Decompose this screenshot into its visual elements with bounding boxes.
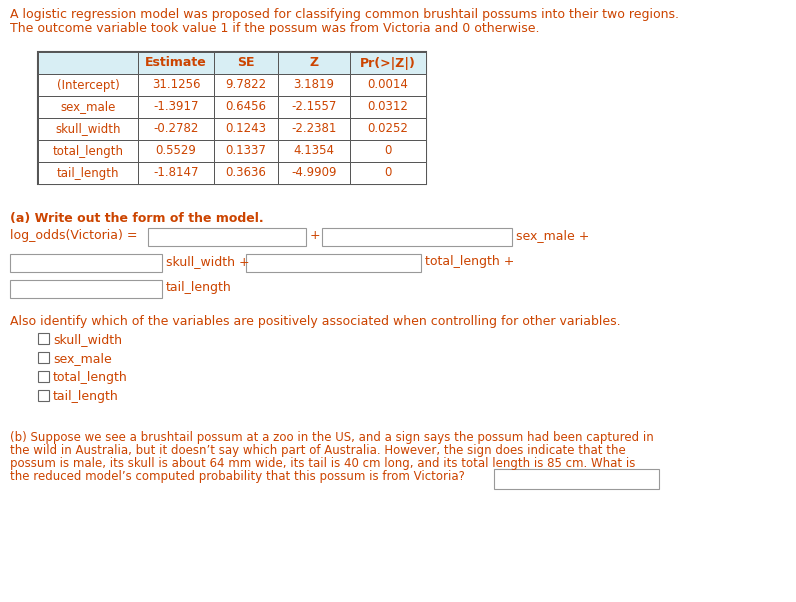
- Bar: [38, 352, 49, 363]
- Text: 0: 0: [384, 167, 392, 179]
- Text: -4.9909: -4.9909: [291, 167, 337, 179]
- Bar: [214, 96, 278, 118]
- Text: the wild in Australia, but it doesn’t say which part of Australia. However, the : the wild in Australia, but it doesn’t sa…: [10, 444, 626, 457]
- Bar: [148, 228, 306, 246]
- Text: Z: Z: [310, 57, 318, 69]
- Bar: [350, 52, 426, 74]
- Text: tail_length: tail_length: [57, 167, 119, 179]
- Text: 0.3636: 0.3636: [225, 167, 267, 179]
- Text: Also identify which of the variables are positively associated when controlling : Also identify which of the variables are…: [10, 315, 621, 328]
- Text: the reduced model’s computed probability that this possum is from Victoria?: the reduced model’s computed probability…: [10, 470, 465, 483]
- Bar: [138, 52, 214, 74]
- Bar: [138, 74, 214, 96]
- Text: 0: 0: [384, 144, 392, 158]
- Text: skull_width: skull_width: [53, 333, 122, 346]
- Bar: [38, 96, 138, 118]
- Text: 9.7822: 9.7822: [225, 78, 267, 92]
- Text: 0.5529: 0.5529: [155, 144, 197, 158]
- Bar: [350, 96, 426, 118]
- Text: 0.1243: 0.1243: [225, 122, 267, 135]
- Bar: [350, 162, 426, 184]
- Text: Pr(>|Z|): Pr(>|Z|): [360, 57, 416, 69]
- Bar: [138, 140, 214, 162]
- Text: tail_length: tail_length: [166, 281, 232, 294]
- Text: sex_male +: sex_male +: [516, 229, 589, 242]
- Bar: [214, 118, 278, 140]
- Bar: [494, 469, 659, 489]
- Text: (a) Write out the form of the model.: (a) Write out the form of the model.: [10, 212, 263, 225]
- Bar: [278, 96, 350, 118]
- Text: 31.1256: 31.1256: [152, 78, 201, 92]
- Bar: [38, 390, 49, 401]
- Text: -1.3917: -1.3917: [154, 101, 199, 114]
- Text: tail_length: tail_length: [53, 390, 119, 403]
- Text: 0.0312: 0.0312: [368, 101, 408, 114]
- Bar: [214, 162, 278, 184]
- Text: 4.1354: 4.1354: [294, 144, 334, 158]
- Text: 0.0252: 0.0252: [368, 122, 408, 135]
- Bar: [350, 74, 426, 96]
- Text: total_length: total_length: [53, 371, 127, 384]
- Text: -2.2381: -2.2381: [291, 122, 337, 135]
- Bar: [38, 52, 426, 184]
- Bar: [38, 140, 138, 162]
- Bar: [214, 74, 278, 96]
- Text: 0.6456: 0.6456: [225, 101, 267, 114]
- Text: SE: SE: [237, 57, 255, 69]
- Bar: [278, 140, 350, 162]
- Bar: [350, 140, 426, 162]
- Bar: [38, 333, 49, 344]
- Text: A logistic regression model was proposed for classifying common brushtail possum: A logistic regression model was proposed…: [10, 8, 679, 21]
- Bar: [10, 254, 162, 272]
- Text: 0.1337: 0.1337: [225, 144, 267, 158]
- Text: -2.1557: -2.1557: [291, 101, 337, 114]
- Bar: [278, 52, 350, 74]
- Bar: [246, 254, 421, 272]
- Text: possum is male, its skull is about 64 mm wide, its tail is 40 cm long, and its t: possum is male, its skull is about 64 mm…: [10, 457, 635, 470]
- Text: sex_male: sex_male: [53, 352, 111, 365]
- Bar: [278, 74, 350, 96]
- Text: log_odds(Victoria) =: log_odds(Victoria) =: [10, 229, 138, 242]
- Bar: [138, 162, 214, 184]
- Text: 3.1819: 3.1819: [294, 78, 334, 92]
- Bar: [38, 52, 138, 74]
- Bar: [138, 96, 214, 118]
- Text: sex_male: sex_male: [60, 101, 115, 114]
- Text: 0.0014: 0.0014: [368, 78, 408, 92]
- Bar: [10, 280, 162, 298]
- Text: skull_width +: skull_width +: [166, 255, 250, 268]
- Bar: [138, 118, 214, 140]
- Bar: [214, 52, 278, 74]
- Bar: [214, 140, 278, 162]
- Bar: [38, 371, 49, 382]
- Text: -0.2782: -0.2782: [154, 122, 199, 135]
- Text: total_length: total_length: [53, 144, 123, 158]
- Bar: [278, 118, 350, 140]
- Bar: [322, 228, 512, 246]
- Bar: [38, 74, 138, 96]
- Text: +: +: [310, 229, 321, 242]
- Bar: [278, 162, 350, 184]
- Bar: [38, 118, 138, 140]
- Text: -1.8147: -1.8147: [154, 167, 199, 179]
- Text: (b) Suppose we see a brushtail possum at a zoo in the US, and a sign says the po: (b) Suppose we see a brushtail possum at…: [10, 431, 654, 444]
- Text: Estimate: Estimate: [145, 57, 207, 69]
- Bar: [350, 118, 426, 140]
- Text: (Intercept): (Intercept): [57, 78, 119, 92]
- Text: The outcome variable took value 1 if the possum was from Victoria and 0 otherwis: The outcome variable took value 1 if the…: [10, 22, 540, 35]
- Text: total_length +: total_length +: [425, 255, 514, 268]
- Text: skull_width: skull_width: [55, 122, 121, 135]
- Bar: [38, 162, 138, 184]
